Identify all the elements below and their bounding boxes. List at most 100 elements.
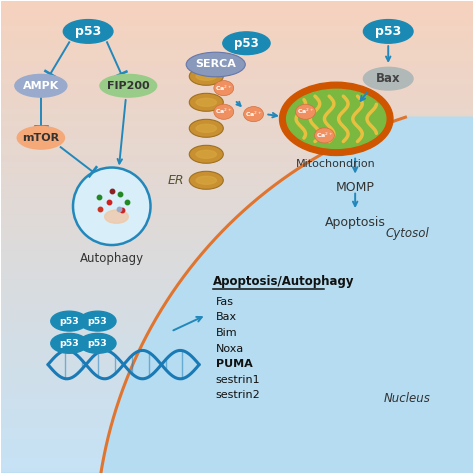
Text: Ca$^{2+}$: Ca$^{2+}$ [245, 109, 263, 119]
Ellipse shape [15, 74, 67, 97]
Bar [0, 172, 474, 178]
Bar [0, 178, 474, 184]
Bar [0, 166, 474, 172]
Text: p53: p53 [375, 25, 401, 38]
Bar [0, 385, 474, 391]
Bar [0, 314, 474, 319]
Ellipse shape [244, 107, 264, 122]
Text: ER: ER [167, 174, 184, 187]
Bar [0, 196, 474, 201]
Bar [0, 190, 474, 196]
Bar [0, 208, 474, 213]
Bar [0, 131, 474, 137]
Bar [0, 308, 474, 314]
Text: Ca$^{2+}$: Ca$^{2+}$ [215, 107, 233, 117]
Text: Bax: Bax [216, 312, 237, 322]
Bar [0, 432, 474, 438]
Text: sestrin1: sestrin1 [216, 375, 260, 385]
Text: mTOR: mTOR [22, 133, 59, 143]
Text: Ca$^{2+}$: Ca$^{2+}$ [215, 83, 233, 93]
Bar [0, 72, 474, 77]
Bar [0, 155, 474, 160]
Bar [0, 414, 474, 420]
Ellipse shape [51, 311, 88, 331]
Ellipse shape [17, 127, 64, 149]
Text: Cytosol: Cytosol [385, 227, 429, 240]
Bar [0, 225, 474, 231]
Bar [0, 36, 474, 42]
Bar [0, 89, 474, 95]
Bar [0, 391, 474, 397]
Bar [0, 249, 474, 255]
Ellipse shape [214, 81, 234, 96]
Bar [0, 137, 474, 143]
Text: MOMP: MOMP [336, 181, 374, 194]
Ellipse shape [364, 19, 413, 43]
Bar [0, 77, 474, 83]
Ellipse shape [79, 311, 116, 331]
Ellipse shape [214, 104, 234, 119]
Text: p53: p53 [88, 317, 108, 326]
Bar [0, 12, 474, 18]
Ellipse shape [189, 171, 223, 189]
Bar [0, 95, 474, 101]
Bar [0, 456, 474, 462]
Bar [0, 467, 474, 474]
Ellipse shape [287, 89, 386, 148]
Bar [0, 337, 474, 343]
Ellipse shape [280, 82, 393, 155]
Text: SERCA: SERCA [195, 60, 236, 70]
Bar [0, 42, 474, 48]
Ellipse shape [223, 32, 270, 55]
Bar [0, 54, 474, 60]
Text: Autophagy: Autophagy [80, 252, 144, 265]
Bar [0, 143, 474, 148]
Text: Bax: Bax [376, 72, 401, 85]
Bar [0, 284, 474, 290]
Text: Bim: Bim [216, 328, 237, 338]
Bar [0, 107, 474, 113]
Bar [0, 420, 474, 426]
Text: p53: p53 [75, 25, 101, 38]
Ellipse shape [189, 146, 223, 163]
Ellipse shape [189, 119, 223, 137]
Text: Nucleus: Nucleus [383, 392, 430, 405]
Text: Fas: Fas [216, 297, 234, 307]
Text: Mitochondrion: Mitochondrion [296, 159, 376, 169]
Bar [0, 60, 474, 66]
Polygon shape [0, 117, 474, 474]
Bar [0, 355, 474, 361]
Bar [0, 373, 474, 379]
Bar [0, 119, 474, 125]
Ellipse shape [196, 150, 217, 158]
Ellipse shape [64, 19, 113, 43]
Bar [0, 24, 474, 30]
Bar [0, 30, 474, 36]
Text: PUMA: PUMA [216, 359, 253, 369]
Ellipse shape [79, 333, 116, 353]
Bar [0, 331, 474, 337]
Bar [0, 273, 474, 278]
Bar [0, 296, 474, 302]
Bar [0, 408, 474, 414]
Ellipse shape [100, 74, 156, 97]
Bar [0, 237, 474, 243]
Text: p53: p53 [59, 317, 79, 326]
Circle shape [73, 167, 151, 245]
Bar [0, 184, 474, 190]
Bar [0, 66, 474, 72]
Text: Ca$^{2+}$: Ca$^{2+}$ [297, 107, 314, 117]
Text: Apoptosis: Apoptosis [325, 216, 385, 229]
Ellipse shape [189, 93, 223, 111]
Ellipse shape [196, 176, 217, 184]
Text: p53: p53 [59, 339, 79, 348]
Text: p53: p53 [234, 36, 259, 50]
Ellipse shape [196, 124, 217, 132]
Bar [0, 48, 474, 54]
Ellipse shape [296, 104, 316, 119]
Bar [0, 113, 474, 119]
Ellipse shape [186, 52, 245, 77]
Bar [0, 243, 474, 249]
Bar [0, 261, 474, 266]
Bar [0, 125, 474, 131]
